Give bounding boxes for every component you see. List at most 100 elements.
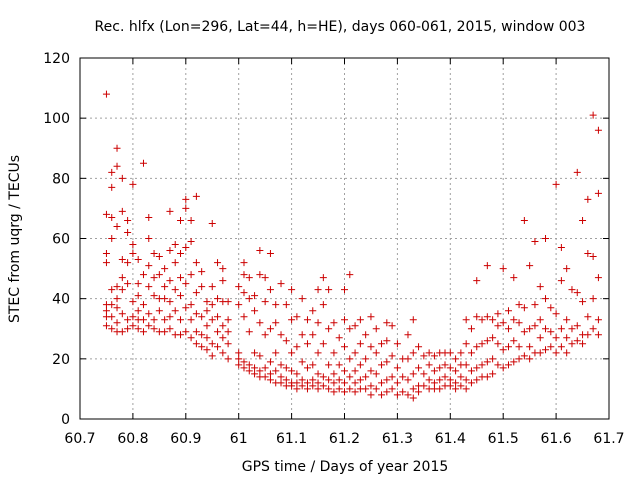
data-point <box>467 367 475 375</box>
data-point <box>145 213 153 221</box>
data-point <box>356 340 364 348</box>
data-point <box>552 349 560 357</box>
data-point <box>187 238 195 246</box>
data-point <box>303 364 311 372</box>
data-point <box>203 322 211 330</box>
data-point <box>457 382 465 390</box>
data-point <box>388 385 396 393</box>
data-point <box>198 331 206 339</box>
data-point <box>139 328 147 336</box>
data-point <box>483 313 491 321</box>
data-point <box>589 111 597 119</box>
data-point <box>425 376 433 384</box>
y-tick-label: 100 <box>43 111 70 127</box>
data-point <box>504 343 512 351</box>
data-point <box>282 301 290 309</box>
data-point <box>563 265 571 273</box>
data-point <box>462 376 470 384</box>
data-point <box>430 379 438 387</box>
y-tick-label: 80 <box>52 171 70 187</box>
data-point <box>372 325 380 333</box>
data-point <box>563 334 571 342</box>
data-point <box>473 364 481 372</box>
data-point <box>155 253 163 261</box>
data-point <box>351 388 359 396</box>
data-point <box>446 349 454 357</box>
data-point <box>325 325 333 333</box>
data-point <box>155 307 163 315</box>
data-point <box>584 250 592 258</box>
data-point <box>510 337 518 345</box>
x-tick-label: 61 <box>230 431 248 447</box>
data-point <box>208 283 216 291</box>
data-point <box>251 307 259 315</box>
data-point <box>214 295 222 303</box>
data-point <box>425 349 433 357</box>
data-point <box>367 391 375 399</box>
data-point <box>584 331 592 339</box>
data-point <box>314 370 322 378</box>
data-point <box>192 340 200 348</box>
data-point <box>420 352 428 360</box>
data-point <box>467 349 475 357</box>
data-point <box>108 213 116 221</box>
data-point <box>177 216 185 224</box>
data-point <box>129 180 137 188</box>
data-point <box>187 301 195 309</box>
data-point <box>457 373 465 381</box>
data-point <box>245 274 253 282</box>
data-point <box>436 385 444 393</box>
data-point <box>452 367 460 375</box>
data-point <box>293 343 301 351</box>
data-point <box>573 337 581 345</box>
data-point <box>118 174 126 182</box>
data-point <box>515 343 523 351</box>
data-point <box>441 361 449 369</box>
data-point <box>436 364 444 372</box>
data-point <box>251 364 259 372</box>
data-point <box>288 382 296 390</box>
data-point <box>372 349 380 357</box>
data-point <box>145 283 153 291</box>
data-point <box>478 340 486 348</box>
data-point <box>467 379 475 387</box>
data-point <box>478 361 486 369</box>
data-point <box>208 340 216 348</box>
data-point <box>187 316 195 324</box>
data-point <box>594 189 602 197</box>
data-point <box>266 250 274 258</box>
data-point <box>166 277 174 285</box>
data-point <box>129 322 137 330</box>
data-point <box>177 292 185 300</box>
data-point <box>108 301 116 309</box>
data-point <box>161 283 169 291</box>
data-point <box>139 271 147 279</box>
data-point <box>124 316 132 324</box>
data-point <box>303 385 311 393</box>
data-point <box>568 286 576 294</box>
data-point <box>118 274 126 282</box>
data-point <box>330 370 338 378</box>
data-point <box>150 325 158 333</box>
data-point <box>420 382 428 390</box>
data-point <box>531 238 539 246</box>
data-point <box>298 382 306 390</box>
data-point <box>272 367 280 375</box>
data-point <box>330 319 338 327</box>
data-point <box>314 385 322 393</box>
data-point <box>356 316 364 324</box>
data-point <box>182 204 190 212</box>
data-point <box>526 343 534 351</box>
data-point <box>256 271 264 279</box>
data-point <box>383 319 391 327</box>
data-point <box>489 355 497 363</box>
data-point <box>388 352 396 360</box>
data-point <box>356 361 364 369</box>
data-point <box>256 352 264 360</box>
data-point <box>150 292 158 300</box>
data-point <box>208 352 216 360</box>
data-point <box>129 298 137 306</box>
data-point <box>341 379 348 387</box>
data-point <box>346 325 354 333</box>
data-point <box>589 253 597 261</box>
